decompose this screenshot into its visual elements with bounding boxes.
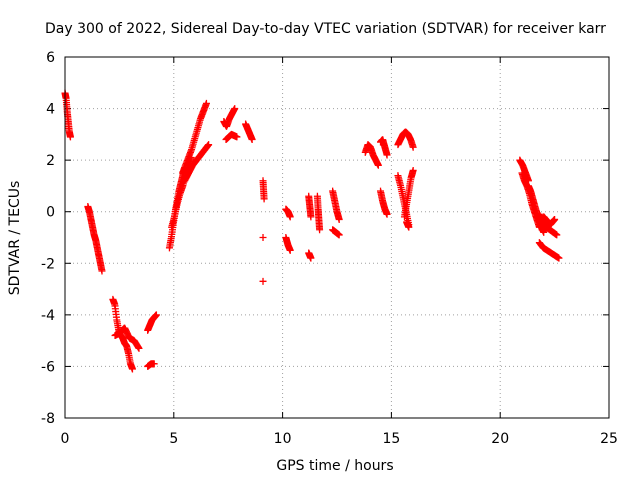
data-point [555,254,563,262]
data-point [540,228,548,236]
y-tick-label: 6 [46,50,55,66]
data-point [286,246,294,254]
data-point [135,344,143,352]
axes: 0 5 10 15 20 25 -8 -6 -4 -2 0 2 4 6 [41,50,618,447]
x-tick-label: 20 [491,431,509,447]
data-point [98,267,106,275]
data-point [551,215,559,223]
y-tick-label: 4 [46,102,55,118]
data-points [61,89,563,373]
y-tick-label: -6 [41,359,55,375]
grid-lines [65,57,609,418]
data-point [128,365,136,373]
x-tick-label: 10 [274,431,292,447]
data-point [405,223,413,231]
data-point [286,213,294,221]
data-point [231,105,239,113]
y-tick-label: 0 [46,205,55,221]
y-axis-title: SDTVAR / TECUs [7,181,23,296]
plot-frame [64,56,610,419]
data-point [409,143,417,151]
chart-title: Day 300 of 2022, Sidereal Day-to-day VTE… [45,21,606,37]
data-point [374,161,382,169]
y-tick-label: 2 [46,153,55,169]
x-tick-label: 15 [382,431,400,447]
data-point [316,226,324,234]
data-point [248,136,256,144]
x-tick-label: 0 [61,431,70,447]
data-point [409,166,417,174]
data-point [383,151,391,159]
x-tick-label: 25 [600,431,618,447]
data-point [259,234,267,241]
x-axis-title: GPS time / hours [276,458,393,474]
y-tick-label: -4 [41,308,55,324]
data-point [383,210,391,218]
data-point [66,133,74,141]
data-point [205,141,213,149]
data-point [259,277,267,285]
data-point [335,215,343,223]
data-point [150,360,158,368]
data-point [202,99,210,107]
data-point [152,311,160,319]
x-tick-label: 5 [169,431,178,447]
data-point [307,213,315,221]
data-point [233,133,241,141]
y-tick-label: -8 [41,411,55,427]
data-point [335,231,343,239]
y-tick-label: -2 [41,256,55,272]
data-point [260,195,268,203]
data-point [307,254,315,262]
data-point [553,231,561,239]
